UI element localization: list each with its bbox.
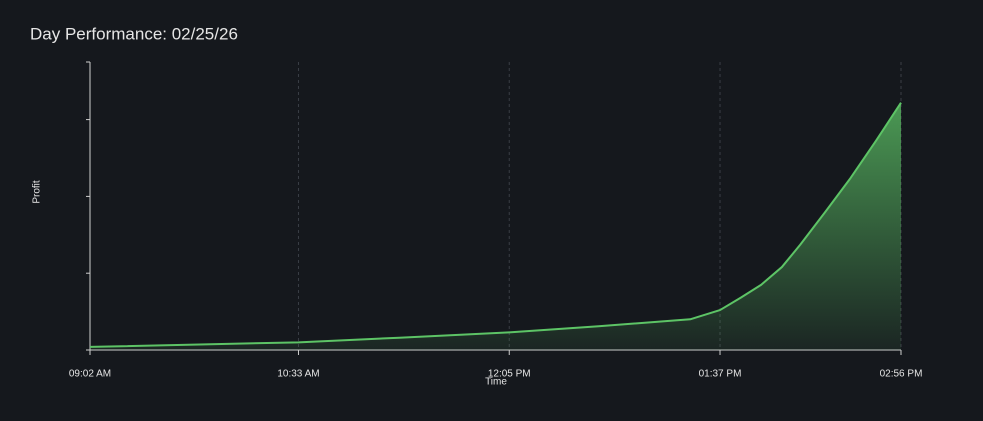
x-tick-label: 09:02 AM (69, 369, 111, 380)
area-fill (90, 102, 901, 350)
y-axis-label: Profit (32, 180, 43, 204)
x-tick-label: 02:56 PM (880, 369, 923, 380)
x-tick-label: 01:37 PM (699, 369, 742, 380)
x-tick-label: 12:05 PM (488, 369, 531, 380)
x-tick-label: 10:33 AM (277, 369, 319, 380)
chart-title: Day Performance: 02/25/26 (30, 24, 238, 43)
x-axis-label: Time (485, 377, 507, 388)
profit-line (89, 102, 902, 348)
